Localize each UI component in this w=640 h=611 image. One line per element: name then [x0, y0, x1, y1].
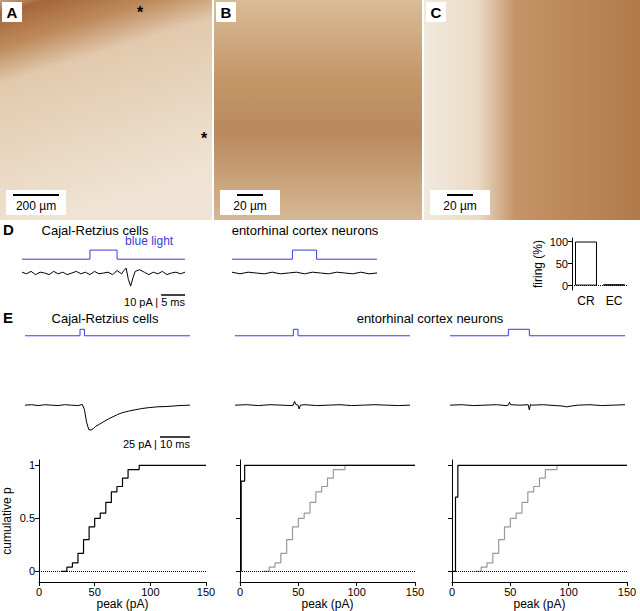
svg-text:150: 150 — [197, 586, 215, 598]
svg-text:100: 100 — [550, 236, 568, 248]
svg-text:Cajal-Retzius cells: Cajal-Retzius cells — [52, 311, 159, 326]
svg-text:25 pA | 10 ms: 25 pA | 10 ms — [123, 438, 191, 450]
svg-text:50: 50 — [556, 258, 568, 270]
svg-text:0: 0 — [29, 565, 35, 577]
svg-text:20 µm: 20 µm — [233, 199, 267, 213]
svg-text:Cajal-Retzius cells: Cajal-Retzius cells — [42, 223, 149, 238]
svg-text:firing (%): firing (%) — [531, 240, 545, 288]
svg-text:E: E — [3, 309, 13, 326]
svg-text:50: 50 — [504, 586, 516, 598]
svg-text:150: 150 — [406, 586, 424, 598]
svg-text:CR: CR — [577, 294, 595, 308]
svg-text:200 µm: 200 µm — [16, 199, 56, 213]
svg-text:0.5: 0.5 — [20, 512, 35, 524]
svg-text:0: 0 — [36, 586, 42, 598]
svg-text:peak (pA): peak (pA) — [513, 597, 565, 611]
svg-text:100: 100 — [141, 586, 159, 598]
svg-text:50: 50 — [292, 586, 304, 598]
svg-text:peak (pA): peak (pA) — [301, 597, 353, 611]
svg-text:D: D — [3, 221, 14, 238]
svg-text:0: 0 — [562, 280, 568, 292]
svg-text:100: 100 — [347, 586, 365, 598]
svg-text:blue light: blue light — [125, 234, 174, 248]
svg-text:*: * — [137, 4, 144, 21]
svg-text:0: 0 — [449, 586, 455, 598]
svg-text:1: 1 — [29, 459, 35, 471]
svg-text:20 µm: 20 µm — [443, 199, 477, 213]
svg-text:EC: EC — [606, 294, 623, 308]
svg-text:entorhinal cortex neurons: entorhinal cortex neurons — [357, 311, 504, 326]
svg-text:50: 50 — [89, 586, 101, 598]
svg-text:B: B — [221, 4, 232, 21]
svg-text:0: 0 — [237, 586, 243, 598]
svg-text:A: A — [7, 4, 18, 21]
svg-text:peak (pA): peak (pA) — [96, 597, 148, 611]
svg-text:cumulative p: cumulative p — [0, 487, 14, 555]
svg-text:10 pA | 5 ms: 10 pA | 5 ms — [124, 296, 185, 308]
svg-text:150: 150 — [618, 586, 636, 598]
svg-text:100: 100 — [559, 586, 577, 598]
svg-text:*: * — [201, 130, 208, 147]
svg-text:C: C — [431, 4, 442, 21]
svg-text:entorhinal cortex neurons: entorhinal cortex neurons — [232, 223, 379, 238]
